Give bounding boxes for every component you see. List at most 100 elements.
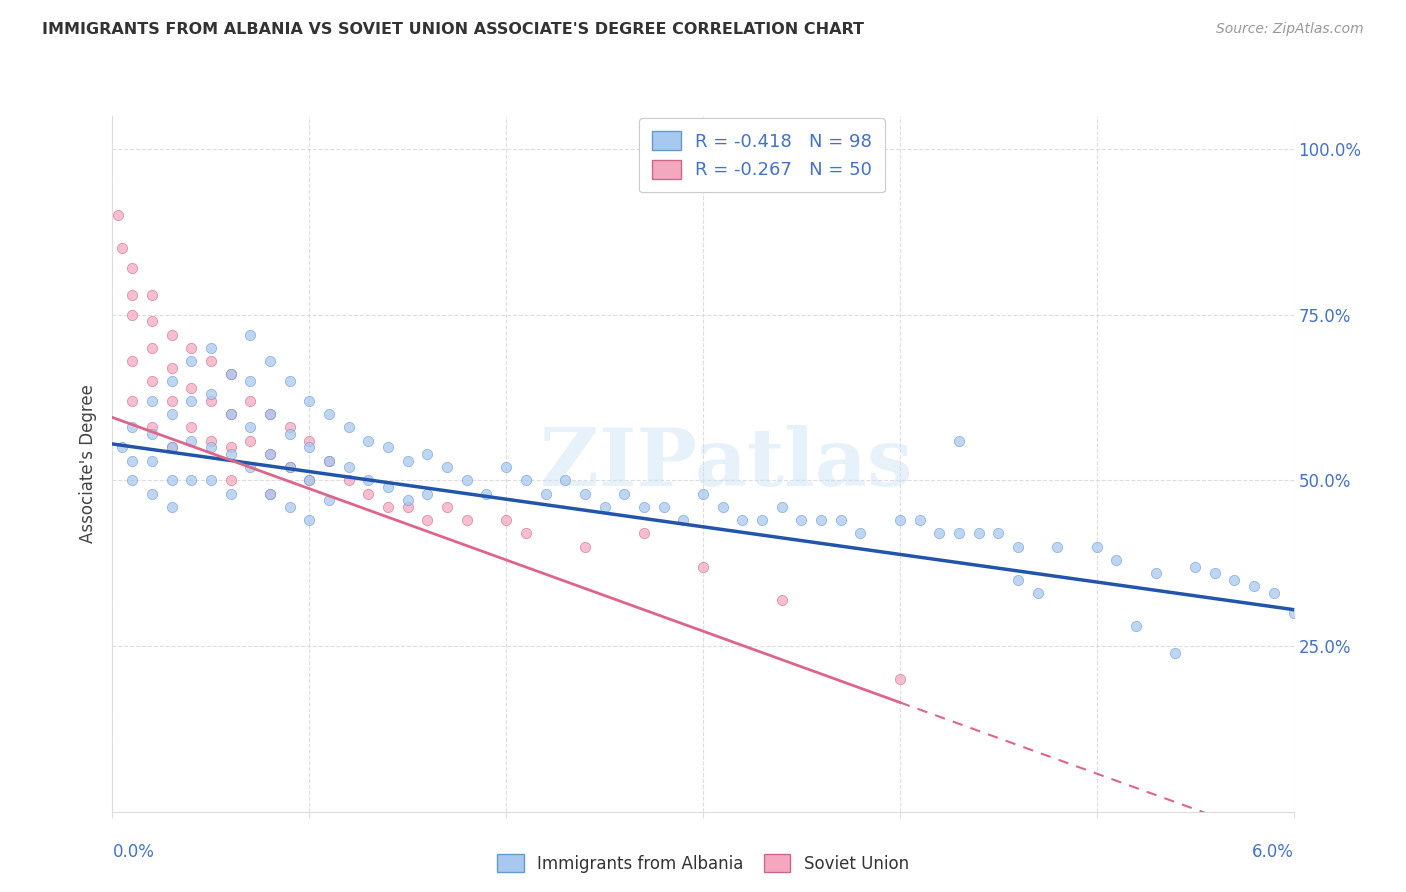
- Point: [160, 407, 183, 421]
- Point: [613, 486, 636, 500]
- Point: [337, 474, 360, 488]
- Point: [200, 474, 222, 488]
- Point: [1046, 540, 1069, 554]
- Point: [948, 526, 970, 541]
- Point: [633, 500, 655, 514]
- Point: [141, 427, 163, 442]
- Point: [987, 526, 1010, 541]
- Point: [396, 453, 419, 467]
- Point: [416, 447, 439, 461]
- Point: [160, 500, 183, 514]
- Point: [180, 434, 202, 448]
- Point: [396, 500, 419, 514]
- Point: [141, 393, 163, 408]
- Point: [160, 374, 183, 388]
- Point: [141, 420, 163, 434]
- Point: [200, 341, 222, 355]
- Point: [1184, 559, 1206, 574]
- Point: [121, 474, 143, 488]
- Point: [160, 360, 183, 375]
- Point: [278, 427, 301, 442]
- Point: [160, 474, 183, 488]
- Point: [239, 327, 262, 342]
- Point: [574, 486, 596, 500]
- Point: [298, 513, 321, 527]
- Point: [377, 440, 399, 454]
- Point: [337, 460, 360, 475]
- Point: [121, 354, 143, 368]
- Point: [259, 354, 281, 368]
- Point: [200, 354, 222, 368]
- Point: [259, 407, 281, 421]
- Point: [672, 513, 695, 527]
- Point: [751, 513, 773, 527]
- Point: [456, 513, 478, 527]
- Point: [121, 261, 143, 276]
- Point: [396, 493, 419, 508]
- Point: [121, 308, 143, 322]
- Point: [160, 327, 183, 342]
- Point: [278, 460, 301, 475]
- Point: [141, 314, 163, 328]
- Point: [416, 513, 439, 527]
- Point: [1007, 540, 1029, 554]
- Text: 6.0%: 6.0%: [1251, 843, 1294, 861]
- Point: [652, 500, 675, 514]
- Point: [1125, 619, 1147, 633]
- Point: [475, 486, 498, 500]
- Y-axis label: Associate's Degree: Associate's Degree: [79, 384, 97, 543]
- Point: [1164, 646, 1187, 660]
- Point: [357, 434, 380, 448]
- Text: ZIPatlas: ZIPatlas: [540, 425, 912, 503]
- Point: [278, 460, 301, 475]
- Point: [790, 513, 813, 527]
- Point: [219, 486, 242, 500]
- Point: [111, 242, 134, 256]
- Point: [180, 393, 202, 408]
- Point: [770, 592, 793, 607]
- Point: [1204, 566, 1226, 581]
- Point: [357, 486, 380, 500]
- Point: [239, 420, 262, 434]
- Point: [121, 393, 143, 408]
- Point: [711, 500, 734, 514]
- Point: [1144, 566, 1167, 581]
- Text: 0.0%: 0.0%: [112, 843, 155, 861]
- Point: [180, 354, 202, 368]
- Point: [259, 486, 281, 500]
- Point: [200, 387, 222, 401]
- Point: [456, 474, 478, 488]
- Point: [298, 434, 321, 448]
- Point: [219, 447, 242, 461]
- Point: [889, 672, 911, 686]
- Point: [731, 513, 754, 527]
- Point: [377, 480, 399, 494]
- Point: [180, 341, 202, 355]
- Point: [1223, 573, 1246, 587]
- Point: [200, 440, 222, 454]
- Point: [574, 540, 596, 554]
- Point: [1105, 553, 1128, 567]
- Point: [298, 474, 321, 488]
- Point: [298, 474, 321, 488]
- Point: [160, 440, 183, 454]
- Point: [534, 486, 557, 500]
- Point: [1243, 579, 1265, 593]
- Point: [111, 440, 134, 454]
- Point: [121, 453, 143, 467]
- Point: [180, 381, 202, 395]
- Point: [928, 526, 950, 541]
- Point: [141, 486, 163, 500]
- Point: [219, 368, 242, 382]
- Legend: Immigrants from Albania, Soviet Union: Immigrants from Albania, Soviet Union: [491, 847, 915, 880]
- Point: [889, 513, 911, 527]
- Point: [377, 500, 399, 514]
- Point: [849, 526, 872, 541]
- Point: [1282, 606, 1305, 620]
- Text: Source: ZipAtlas.com: Source: ZipAtlas.com: [1216, 22, 1364, 37]
- Point: [239, 393, 262, 408]
- Point: [318, 453, 340, 467]
- Point: [436, 500, 458, 514]
- Point: [278, 420, 301, 434]
- Point: [219, 407, 242, 421]
